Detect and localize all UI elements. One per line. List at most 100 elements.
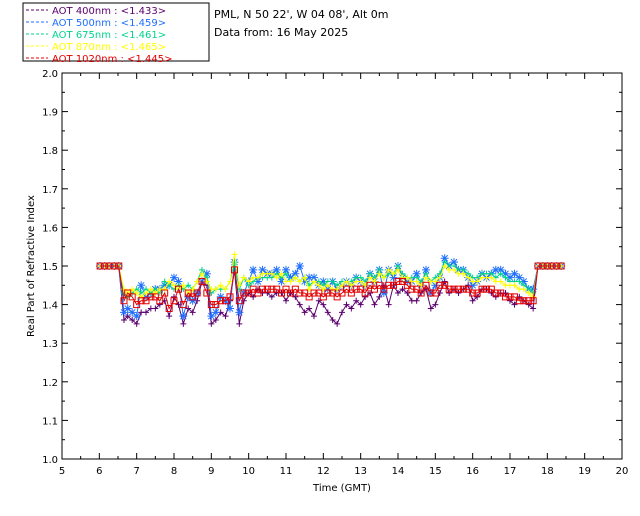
legend-label: AOT 870nm : <1.465> <box>52 42 166 53</box>
data-point <box>440 254 449 263</box>
data-point <box>497 278 504 285</box>
data-point <box>413 285 421 293</box>
data-point <box>333 293 341 301</box>
data-point <box>404 274 411 281</box>
data-point <box>413 278 420 285</box>
data-point <box>376 293 383 300</box>
data-point <box>180 282 187 289</box>
data-point <box>515 297 523 305</box>
data-point <box>255 274 261 281</box>
legend-box <box>22 2 210 62</box>
data-point <box>156 301 163 308</box>
data-point <box>165 304 173 312</box>
data-point <box>258 285 266 293</box>
data-point <box>189 293 197 301</box>
data-point <box>249 285 257 293</box>
data-point <box>520 297 528 305</box>
x-tick-label: 7 <box>133 466 139 477</box>
data-point <box>465 274 472 281</box>
data-point <box>310 273 318 282</box>
data-point <box>231 259 238 266</box>
data-point <box>249 265 258 274</box>
data-point <box>216 292 225 301</box>
data-point <box>432 278 439 285</box>
data-point <box>291 269 300 278</box>
data-point <box>320 301 327 308</box>
data-point <box>502 293 510 301</box>
data-point <box>291 285 299 293</box>
data-point <box>450 258 458 267</box>
data-point <box>235 308 244 317</box>
data-point <box>123 304 132 313</box>
y-tick-label: 1.4 <box>42 301 58 312</box>
data-point <box>403 281 411 289</box>
data-point <box>179 301 187 309</box>
data-point <box>311 278 317 285</box>
data-point <box>189 286 196 293</box>
x-tick-label: 11 <box>280 466 293 477</box>
data-point <box>296 278 303 285</box>
data-point <box>226 293 234 301</box>
x-tick-label: 19 <box>578 466 591 477</box>
x-tick-label: 6 <box>96 466 102 477</box>
data-point <box>506 293 514 301</box>
x-tick-label: 5 <box>59 466 65 477</box>
y-tick-label: 1.3 <box>42 339 58 350</box>
data-point <box>320 286 327 293</box>
data-point <box>474 293 481 300</box>
data-point <box>166 278 173 285</box>
data-point <box>315 289 323 297</box>
data-point <box>319 293 327 301</box>
data-point <box>207 301 215 309</box>
data-point <box>129 286 136 293</box>
data-point <box>451 266 457 273</box>
data-point <box>511 301 518 308</box>
data-point <box>515 273 524 282</box>
data-point <box>412 269 421 278</box>
y-tick-label: 1.9 <box>42 108 58 119</box>
y-tick-label: 1.5 <box>42 262 58 273</box>
data-point <box>174 277 183 286</box>
data-point <box>179 312 188 321</box>
x-tick-label: 15 <box>429 466 442 477</box>
data-point <box>343 278 350 285</box>
data-point <box>445 285 453 293</box>
data-point <box>502 274 509 281</box>
data-point <box>133 290 140 297</box>
data-point <box>245 278 252 285</box>
data-point <box>376 270 383 277</box>
data-point <box>166 313 173 320</box>
data-point <box>431 289 439 297</box>
data-point <box>185 305 192 312</box>
data-point <box>208 320 215 327</box>
data-point <box>441 278 448 285</box>
data-point <box>529 285 538 294</box>
data-point <box>156 297 164 305</box>
data-point <box>292 274 299 281</box>
data-point <box>222 297 230 305</box>
data-point <box>278 270 285 277</box>
data-point <box>306 305 313 312</box>
data-point <box>151 293 159 301</box>
data-point <box>380 285 388 293</box>
data-point <box>110 262 118 270</box>
data-point <box>184 289 192 297</box>
data-point <box>427 305 434 312</box>
data-point <box>347 289 355 297</box>
data-point <box>385 301 392 308</box>
data-point <box>119 308 128 317</box>
y-tick-label: 1.7 <box>42 185 58 196</box>
data-point <box>413 297 420 304</box>
data-point <box>423 274 429 281</box>
legend-label: AOT 400nm : <1.433> <box>52 6 166 17</box>
data-point <box>105 262 113 270</box>
data-point <box>143 309 149 316</box>
data-point <box>226 304 234 313</box>
data-point <box>124 313 131 320</box>
data-point <box>329 289 337 297</box>
data-point <box>339 309 345 316</box>
data-point <box>469 289 477 297</box>
data-point <box>468 281 477 290</box>
data-point <box>469 297 476 304</box>
data-point <box>338 289 346 297</box>
